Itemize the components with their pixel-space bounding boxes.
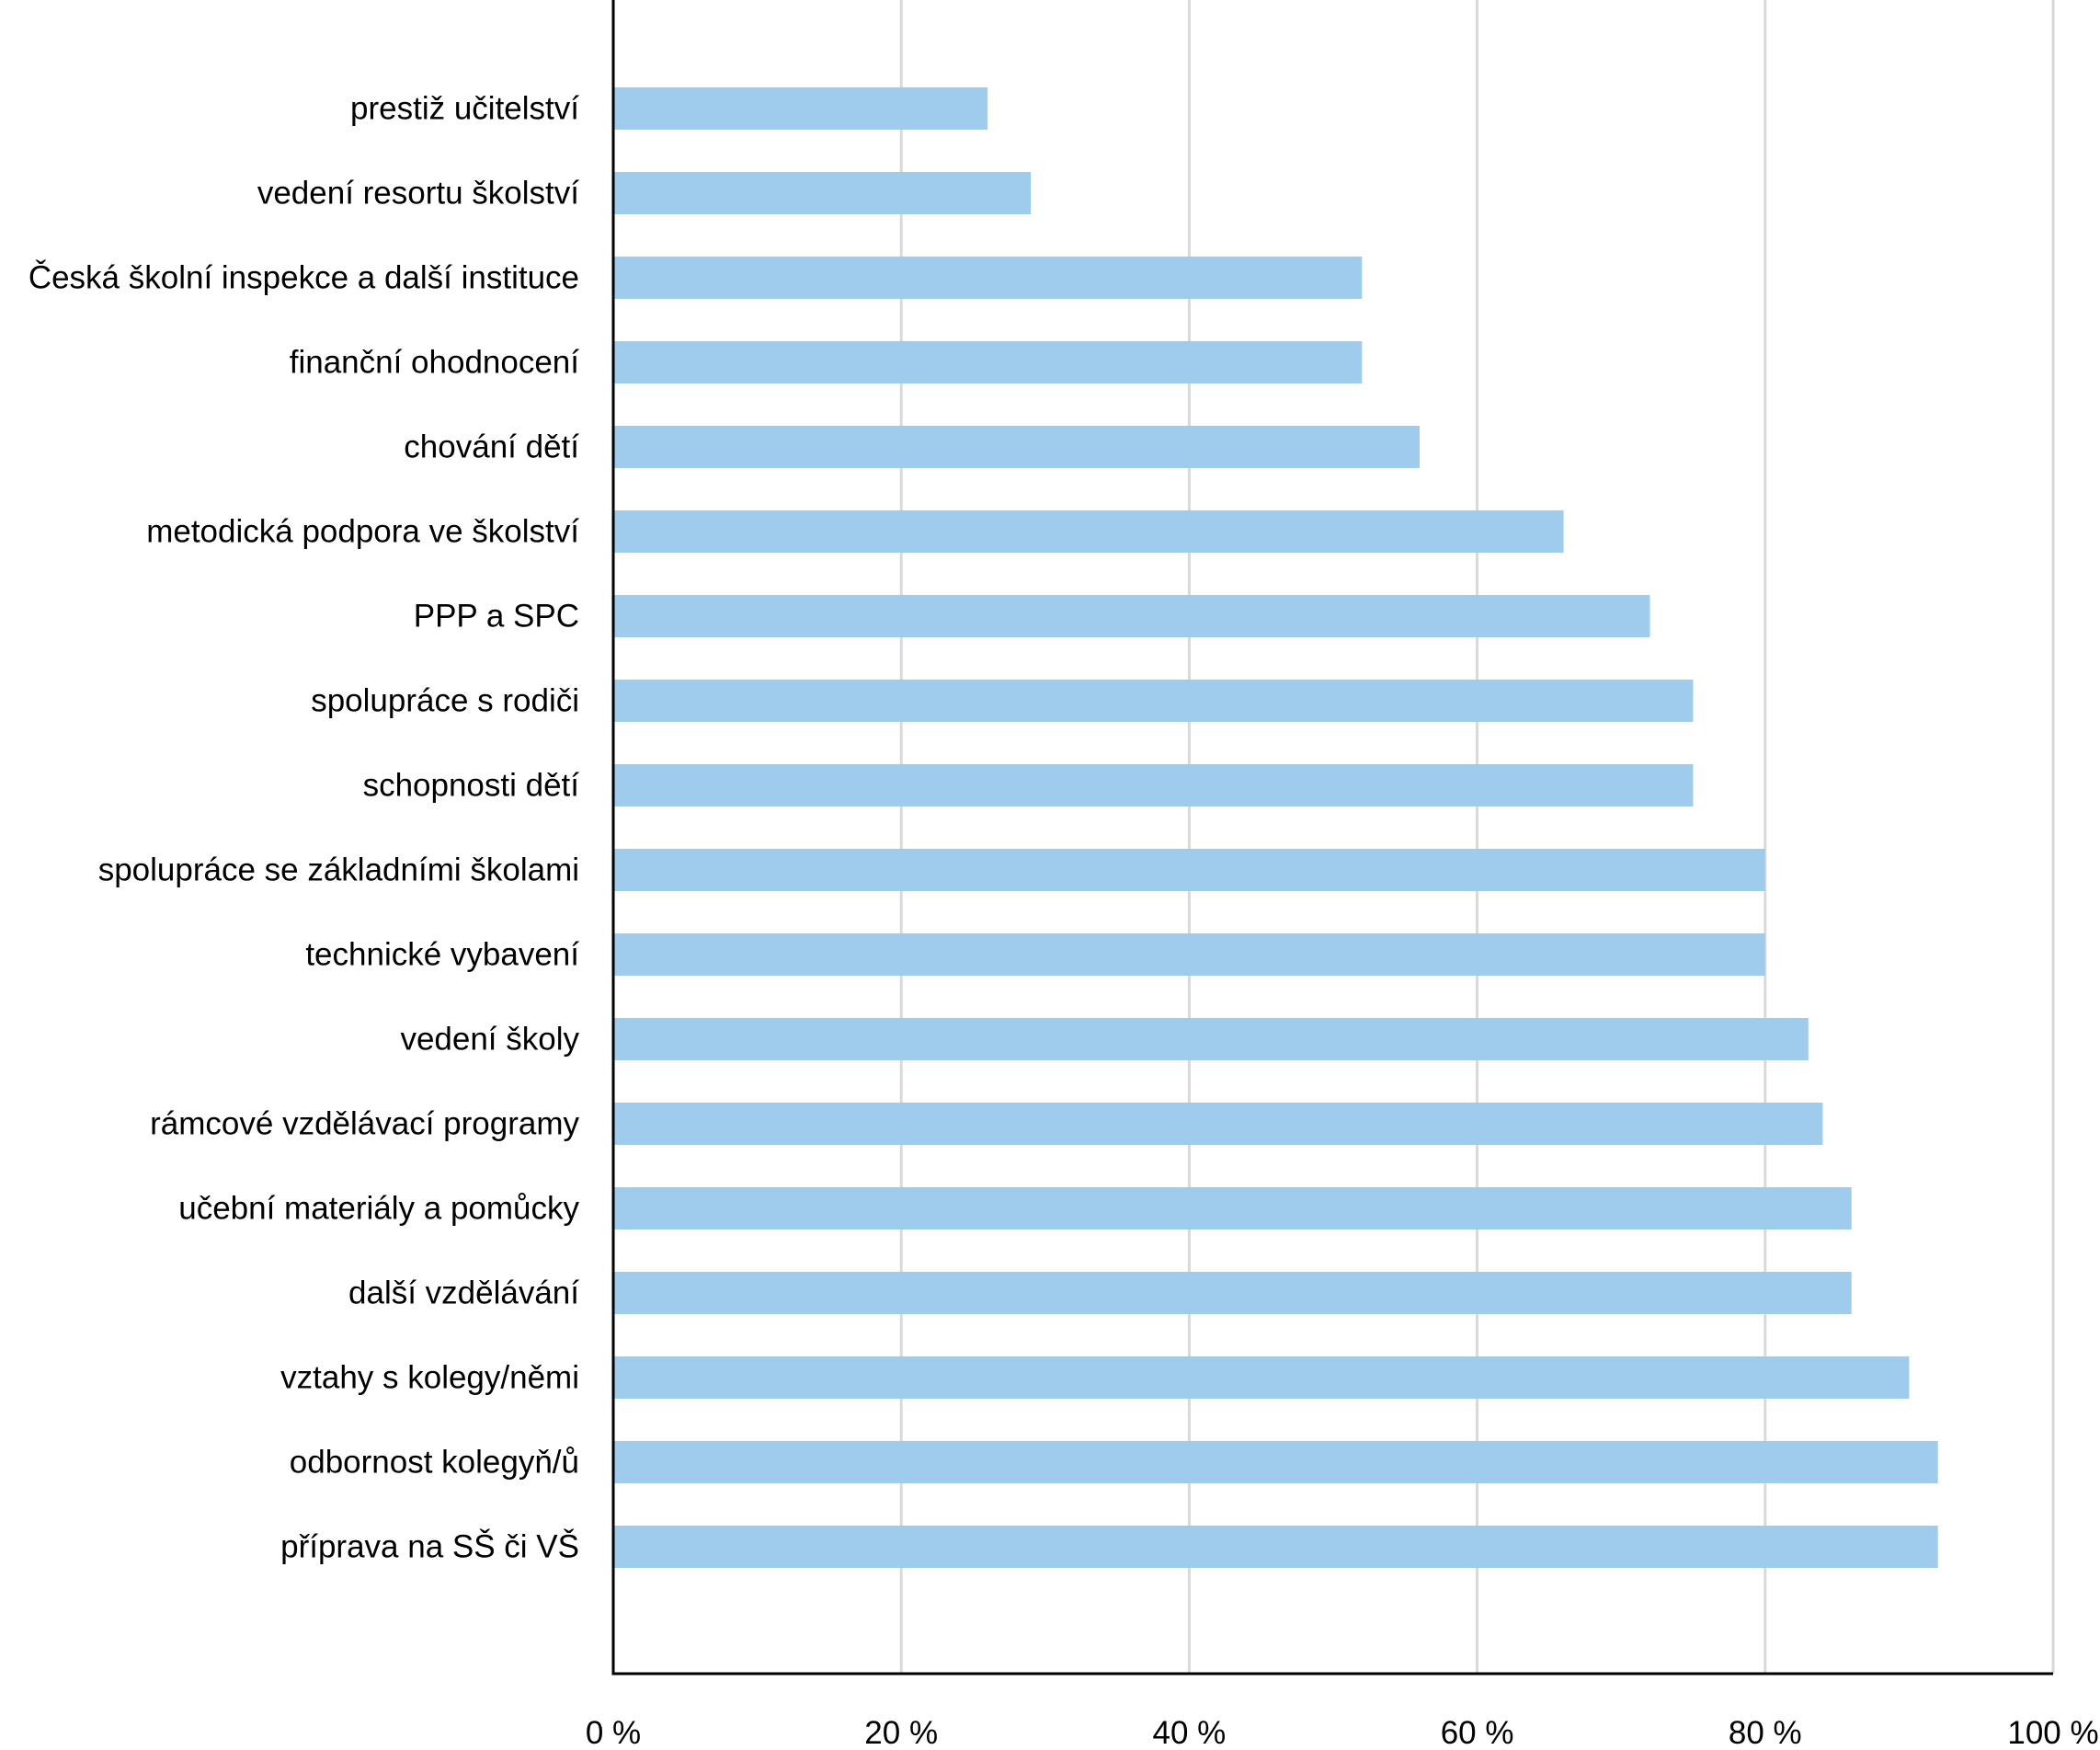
category-label: další vzdělávání bbox=[348, 1275, 579, 1311]
bar-7 bbox=[613, 595, 1650, 637]
category-labels: prestiž učitelství vedení resortu školstv… bbox=[29, 91, 580, 1565]
category-label: příprava na SŠ či VŠ bbox=[280, 1529, 579, 1565]
bar-14 bbox=[613, 1187, 1852, 1230]
bar-15 bbox=[613, 1272, 1852, 1314]
bar-12 bbox=[613, 1018, 1809, 1060]
x-tick-label: 80 % bbox=[1729, 1715, 1802, 1750]
x-tick-label: 40 % bbox=[1153, 1715, 1227, 1750]
bar-8 bbox=[613, 680, 1694, 722]
bar-13 bbox=[613, 1103, 1823, 1145]
bar-6 bbox=[613, 510, 1564, 553]
bar-2 bbox=[613, 172, 1032, 214]
bar-16 bbox=[613, 1356, 1910, 1399]
bar-3 bbox=[613, 257, 1363, 299]
x-tick-label: 0 % bbox=[586, 1715, 641, 1750]
x-tick-label: 20 % bbox=[864, 1715, 938, 1750]
category-label: finanční ohodnocení bbox=[290, 345, 580, 381]
bar-9 bbox=[613, 764, 1694, 806]
category-label: spolupráce s rodiči bbox=[311, 683, 579, 719]
category-label: vedení školy bbox=[400, 1022, 579, 1058]
category-label: chování dětí bbox=[404, 429, 579, 465]
category-label: Česká školní inspekce a další instituce bbox=[29, 260, 579, 296]
axes bbox=[611, 0, 2053, 1676]
category-label: vztahy s kolegy/němi bbox=[280, 1360, 579, 1396]
category-label: rámcové vzdělávací programy bbox=[150, 1106, 579, 1142]
x-tick-labels: 0 % 20 % 40 % 60 % 80 % 100 % bbox=[586, 1715, 2099, 1750]
gridlines bbox=[899, 0, 2055, 1674]
bar-18 bbox=[613, 1526, 1938, 1568]
category-label: metodická podpora ve školství bbox=[146, 514, 579, 550]
x-tick-label: 60 % bbox=[1441, 1715, 1514, 1750]
bar-1 bbox=[613, 87, 988, 130]
category-label: prestiž učitelství bbox=[350, 91, 579, 127]
x-tick-label: 100 % bbox=[2007, 1715, 2098, 1750]
bar-10 bbox=[613, 849, 1765, 891]
category-label: učební materiály a pomůcky bbox=[178, 1191, 579, 1227]
bar-4 bbox=[613, 341, 1363, 383]
category-label: technické vybavení bbox=[305, 937, 579, 973]
category-label: schopnosti dětí bbox=[363, 768, 580, 804]
bar-17 bbox=[613, 1441, 1938, 1483]
category-label: odbornost kolegyň/ů bbox=[290, 1445, 579, 1481]
category-label: vedení resortu školství bbox=[257, 176, 579, 212]
category-label: PPP a SPC bbox=[414, 599, 579, 635]
bar-11 bbox=[613, 933, 1765, 976]
bars bbox=[613, 87, 1938, 1568]
bar-5 bbox=[613, 426, 1420, 468]
category-label: spolupráce se základními školami bbox=[98, 852, 579, 888]
